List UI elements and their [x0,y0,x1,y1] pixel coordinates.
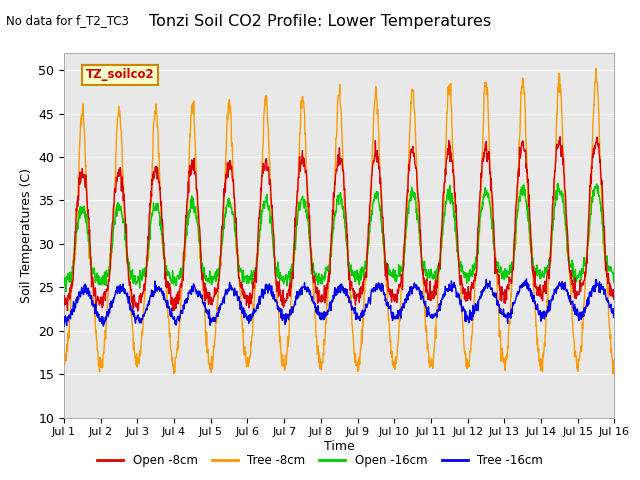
Text: Tonzi Soil CO2 Profile: Lower Temperatures: Tonzi Soil CO2 Profile: Lower Temperatur… [149,14,491,29]
Text: TZ_soilco2: TZ_soilco2 [86,68,155,81]
Legend: Open -8cm, Tree -8cm, Open -16cm, Tree -16cm: Open -8cm, Tree -8cm, Open -16cm, Tree -… [93,449,547,472]
Text: No data for f_T2_TC3: No data for f_T2_TC3 [6,14,129,27]
Y-axis label: Soil Temperatures (C): Soil Temperatures (C) [20,168,33,303]
X-axis label: Time: Time [324,440,355,453]
